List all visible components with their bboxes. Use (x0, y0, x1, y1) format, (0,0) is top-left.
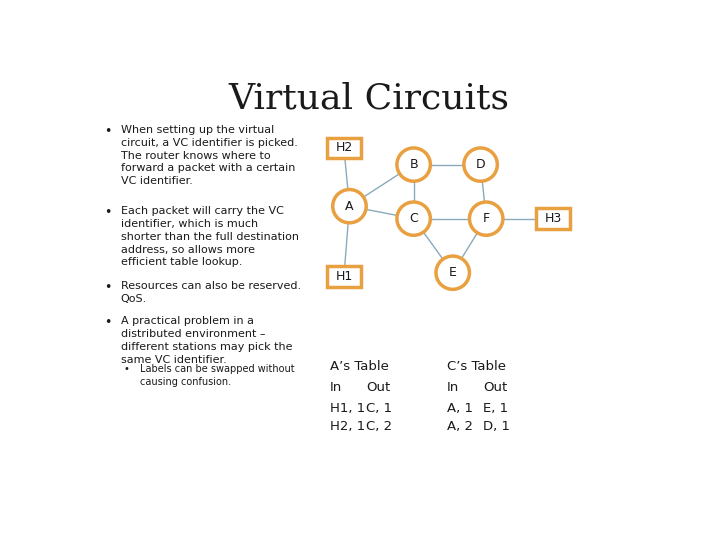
Ellipse shape (397, 202, 431, 235)
Text: H2, 1: H2, 1 (330, 420, 365, 433)
Text: Resources can also be reserved.
QoS.: Resources can also be reserved. QoS. (121, 281, 301, 304)
Ellipse shape (469, 202, 503, 235)
Ellipse shape (436, 256, 469, 289)
Text: H2: H2 (336, 141, 353, 154)
Text: E, 1: E, 1 (483, 402, 508, 415)
Text: H1: H1 (336, 271, 353, 284)
Text: B: B (410, 158, 418, 171)
Text: In: In (330, 381, 342, 394)
Text: When setting up the virtual
circuit, a VC identifier is picked.
The router knows: When setting up the virtual circuit, a V… (121, 125, 297, 186)
Text: A: A (345, 200, 354, 213)
Text: •: • (104, 125, 112, 138)
Text: C, 2: C, 2 (366, 420, 392, 433)
Text: D: D (476, 158, 485, 171)
FancyBboxPatch shape (536, 208, 570, 229)
Text: •: • (104, 281, 112, 294)
Text: H3: H3 (544, 212, 562, 225)
Text: F: F (482, 212, 490, 225)
Text: A, 1: A, 1 (447, 402, 473, 415)
Text: •: • (104, 206, 112, 219)
Text: C, 1: C, 1 (366, 402, 392, 415)
Text: A, 2: A, 2 (447, 420, 473, 433)
Text: Out: Out (483, 381, 508, 394)
FancyBboxPatch shape (327, 266, 361, 287)
Text: •: • (124, 364, 130, 374)
Ellipse shape (397, 148, 431, 181)
Text: E: E (449, 266, 456, 279)
Text: A practical problem in a
distributed environment –
different stations may pick t: A practical problem in a distributed env… (121, 316, 292, 365)
Text: In: In (447, 381, 459, 394)
Text: Each packet will carry the VC
identifier, which is much
shorter than the full de: Each packet will carry the VC identifier… (121, 206, 299, 267)
Text: Virtual Circuits: Virtual Circuits (228, 82, 510, 116)
Ellipse shape (333, 190, 366, 223)
Text: C: C (409, 212, 418, 225)
Text: D, 1: D, 1 (483, 420, 510, 433)
FancyBboxPatch shape (327, 138, 361, 158)
Text: C’s Table: C’s Table (447, 360, 506, 373)
Text: Out: Out (366, 381, 390, 394)
Text: A’s Table: A’s Table (330, 360, 389, 373)
Text: H1, 1: H1, 1 (330, 402, 365, 415)
Text: •: • (104, 316, 112, 329)
Text: Labels can be swapped without
causing confusion.: Labels can be swapped without causing co… (140, 364, 295, 387)
Ellipse shape (464, 148, 498, 181)
